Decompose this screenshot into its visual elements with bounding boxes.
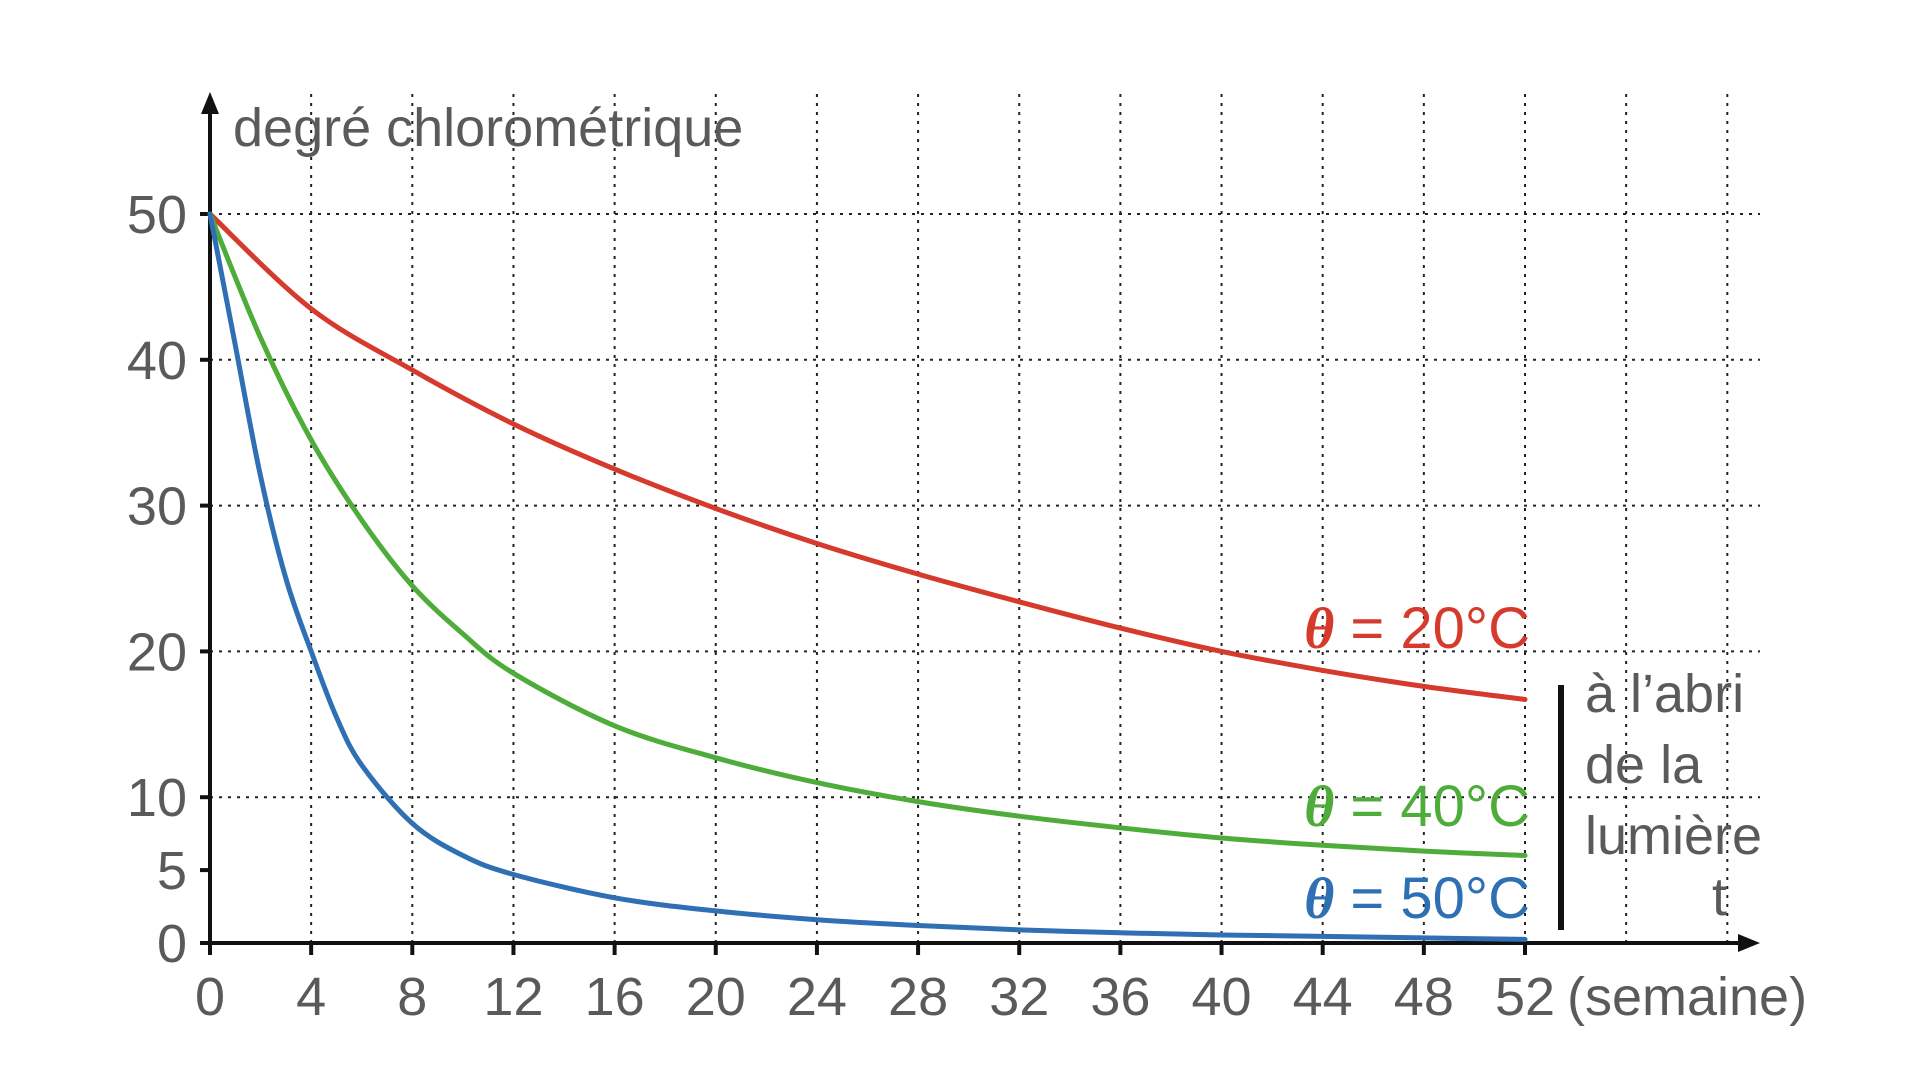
annotation-line-3: lumière bbox=[1585, 806, 1762, 866]
series-label-2: θ = 50°C bbox=[1304, 866, 1530, 931]
series-label-text: = 50°C bbox=[1334, 866, 1530, 931]
series-line-0 bbox=[207, 211, 1528, 702]
x-tick-label-2: 8 bbox=[397, 967, 427, 1027]
annotation-line-2: de la bbox=[1585, 735, 1703, 795]
x-tick-label-6: 24 bbox=[787, 967, 847, 1027]
x-tick-label-12: 48 bbox=[1394, 967, 1454, 1027]
series-label-text: = 40°C bbox=[1334, 774, 1530, 839]
series-labels: θ = 20°Cθ = 40°Cθ = 50°C bbox=[1304, 596, 1530, 931]
y-axis-title: degré chlorométrique bbox=[233, 98, 743, 158]
x-tick-label-5: 20 bbox=[686, 967, 746, 1027]
x-tick-label-8: 32 bbox=[989, 967, 1049, 1027]
y-tick-label-0: 0 bbox=[157, 914, 187, 974]
y-tick-label-4: 30 bbox=[127, 477, 187, 537]
theta-symbol: θ bbox=[1304, 596, 1334, 661]
x-tick-label-9: 36 bbox=[1090, 967, 1150, 1027]
y-tick-label-5: 40 bbox=[127, 331, 187, 391]
x-tick-label-4: 16 bbox=[585, 967, 645, 1027]
y-tick-label-6: 50 bbox=[127, 185, 187, 245]
x-axis-title: t bbox=[1712, 867, 1727, 927]
x-axis-unit: (semaine) bbox=[1567, 967, 1807, 1027]
grid bbox=[210, 92, 1760, 943]
axes bbox=[201, 92, 1760, 952]
x-tick-label-3: 12 bbox=[483, 967, 543, 1027]
y-tick-label-3: 20 bbox=[127, 622, 187, 682]
theta-symbol: θ bbox=[1304, 774, 1334, 839]
y-tick-label-1: 5 bbox=[157, 841, 187, 901]
series-line-2 bbox=[207, 211, 1528, 942]
x-tick-label-10: 40 bbox=[1191, 967, 1251, 1027]
x-tick-label-0: 0 bbox=[195, 967, 225, 1027]
annotation-line-1: à l’abri bbox=[1585, 664, 1744, 724]
x-axis-arrow bbox=[1738, 934, 1760, 952]
series-label-0: θ = 20°C bbox=[1304, 596, 1530, 661]
series-label-text: = 20°C bbox=[1334, 596, 1530, 661]
y-tick-label-2: 10 bbox=[127, 768, 187, 828]
x-tick-label-11: 44 bbox=[1293, 967, 1353, 1027]
x-tick-label-13: 52 bbox=[1495, 967, 1555, 1027]
series-line-1 bbox=[207, 211, 1528, 858]
theta-symbol: θ bbox=[1304, 866, 1334, 931]
x-tick-label-7: 28 bbox=[888, 967, 948, 1027]
y-axis-arrow bbox=[201, 92, 219, 114]
series-label-1: θ = 40°C bbox=[1304, 774, 1530, 839]
x-tick-label-1: 4 bbox=[296, 967, 326, 1027]
curves bbox=[207, 211, 1528, 942]
